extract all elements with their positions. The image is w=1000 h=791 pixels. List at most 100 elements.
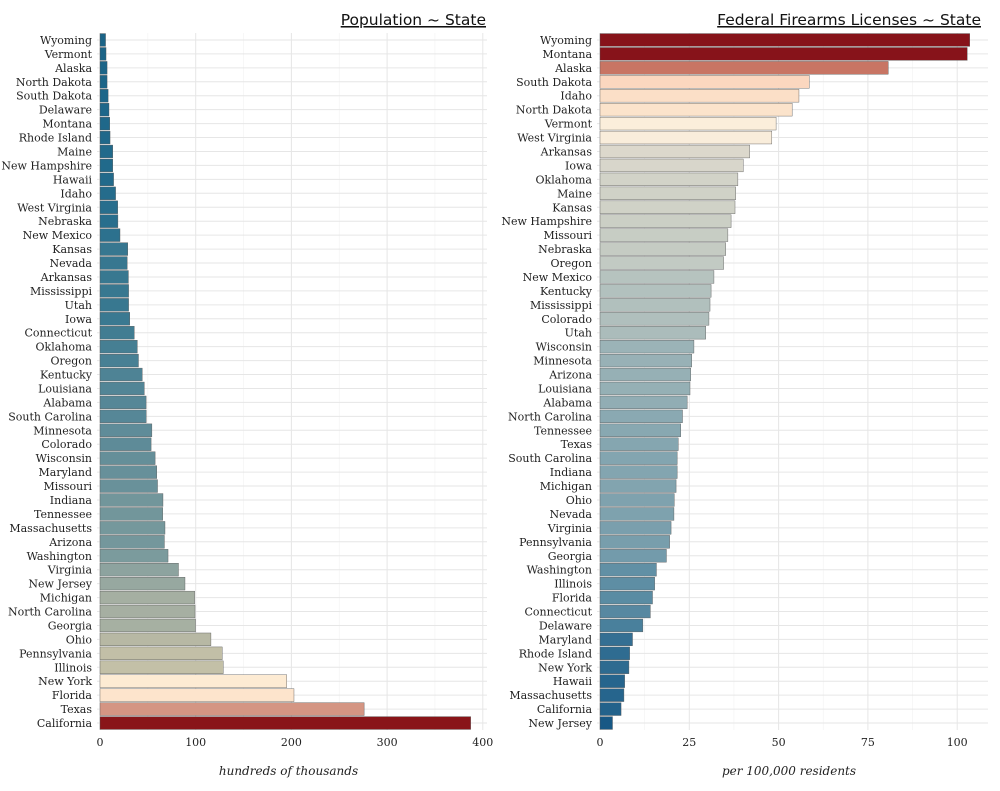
pop-category-label: Maine: [57, 145, 92, 158]
ffl-category-label: Kentucky: [540, 285, 593, 298]
pop-bar-kansas: [99, 242, 128, 256]
pop-category-label: Georgia: [48, 619, 93, 632]
pop-category-label: Illinois: [54, 661, 92, 674]
pop-bar-delaware: [99, 103, 110, 117]
pop-category-label: Missouri: [43, 480, 92, 493]
ffl-category-label: Tennessee: [534, 424, 592, 437]
ffl-category-label: Minnesota: [533, 355, 592, 368]
pop-bar-massachusetts: [99, 521, 166, 535]
pop-category-label: Idaho: [60, 187, 92, 200]
ffl-bar-missouri: [599, 228, 729, 242]
pop-category-label: Kentucky: [40, 369, 93, 382]
pop-bar-alaska: [99, 61, 108, 75]
ffl-bar-ohio: [599, 493, 675, 507]
pop-bar-texas: [99, 702, 365, 716]
pop-bar-maine: [99, 144, 113, 159]
pop-category-label: Hawaii: [53, 173, 93, 186]
ffl-bar-alaska: [599, 61, 889, 75]
pop-category-label: Arkansas: [40, 271, 93, 284]
pop-bar-wisconsin: [99, 451, 156, 465]
ffl-category-label: Louisiana: [538, 382, 592, 395]
pop-category-label: Michigan: [40, 592, 92, 605]
ffl-category-label: Washington: [527, 564, 592, 577]
pop-bar-kentucky: [99, 367, 143, 382]
pop-x-tick-label: 200: [281, 736, 302, 749]
pop-bar-indiana: [99, 493, 164, 507]
pop-bar-south-dakota: [99, 89, 109, 103]
pop-category-label: Oregon: [50, 355, 92, 368]
pop-x-tick-label: 300: [377, 736, 398, 749]
ffl-category-label: New Jersey: [528, 717, 592, 730]
ffl-bar-delaware: [599, 618, 644, 633]
pop-category-label: Virginia: [47, 564, 93, 577]
ffl-bar-florida: [599, 590, 653, 605]
ffl-category-label: Indiana: [550, 466, 593, 479]
ffl-category-label: Idaho: [560, 90, 592, 103]
pop-category-label: California: [37, 717, 93, 730]
pop-category-label: Wisconsin: [36, 452, 92, 465]
ffl-bar-iowa: [599, 158, 744, 173]
ffl-category-label: Maine: [557, 187, 592, 200]
ffl-bar-texas: [599, 437, 679, 451]
pop-category-label: Mississippi: [30, 285, 92, 298]
pop-category-label: Montana: [42, 118, 92, 131]
ffl-bar-utah: [599, 326, 706, 340]
ffl-bar-alabama: [599, 395, 688, 410]
pop-bar-oklahoma: [99, 340, 138, 354]
ffl-category-label: Pennsylvania: [519, 536, 592, 549]
pop-bar-new-jersey: [99, 577, 186, 591]
ffl-bar-south-carolina: [599, 451, 678, 465]
pop-category-label: Oklahoma: [36, 341, 93, 354]
ffl-bar-montana: [599, 47, 968, 61]
pop-category-label: Utah: [65, 299, 92, 312]
ffl-bar-wyoming: [599, 33, 970, 47]
ffl-bar-north-carolina: [599, 409, 683, 423]
pop-bar-west-virginia: [99, 200, 118, 214]
ffl-bar-nevada: [599, 507, 675, 521]
ffl-bar-vermont: [599, 116, 777, 131]
ffl-bar-minnesota: [599, 353, 693, 368]
ffl-bar-west-virginia: [599, 130, 773, 145]
pop-category-label: Arizona: [48, 536, 92, 549]
pop-bar-ohio: [99, 632, 212, 646]
ffl-category-label: Oregon: [550, 257, 592, 270]
pop-category-label: Pennsylvania: [19, 647, 92, 660]
ffl-category-label: Iowa: [565, 159, 592, 172]
ffl-category-label: West Virginia: [517, 132, 592, 145]
ffl-bar-new-york: [599, 660, 630, 674]
ffl-bar-connecticut: [599, 604, 651, 619]
pop-category-label: New Mexico: [23, 229, 93, 242]
ffl-category-label: Connecticut: [525, 606, 593, 619]
pop-category-label: Nebraska: [38, 215, 92, 228]
pop-bar-washington: [99, 549, 169, 563]
pop-bar-oregon: [99, 353, 139, 368]
pop-bar-north-dakota: [99, 75, 108, 89]
ffl-category-label: Vermont: [544, 118, 593, 131]
ffl-category-label: South Carolina: [508, 452, 592, 465]
pop-category-label: Tennessee: [34, 508, 92, 521]
ffl-category-label: Nevada: [549, 508, 592, 521]
ffl-category-label: Ohio: [566, 494, 593, 507]
ffl-category-label: Hawaii: [553, 675, 593, 688]
pop-bar-hawaii: [99, 172, 114, 186]
ffl-bar-hawaii: [599, 674, 625, 688]
pop-bar-california: [99, 716, 471, 730]
pop-category-label: North Carolina: [8, 606, 92, 619]
pop-category-label: New Jersey: [28, 578, 92, 591]
pop-category-label: New York: [38, 675, 92, 688]
pop-bar-missouri: [99, 479, 158, 493]
pop-bar-pennsylvania: [99, 646, 223, 660]
ffl-category-label: Oklahoma: [536, 173, 593, 186]
ffl-bar-new-hampshire: [599, 214, 732, 228]
ffl-category-label: Georgia: [548, 550, 593, 563]
ffl-bar-south-dakota: [599, 75, 810, 89]
ffl-category-label: Utah: [565, 327, 592, 340]
pop-bar-vermont: [99, 47, 107, 61]
ffl-category-label: Virginia: [547, 522, 593, 535]
pop-chart-title: Population ~ State: [341, 11, 486, 29]
ffl-bar-maryland: [599, 632, 633, 646]
pop-category-label: Alabama: [42, 396, 92, 409]
pop-category-label: Vermont: [44, 48, 93, 61]
ffl-bar-california: [599, 702, 622, 716]
